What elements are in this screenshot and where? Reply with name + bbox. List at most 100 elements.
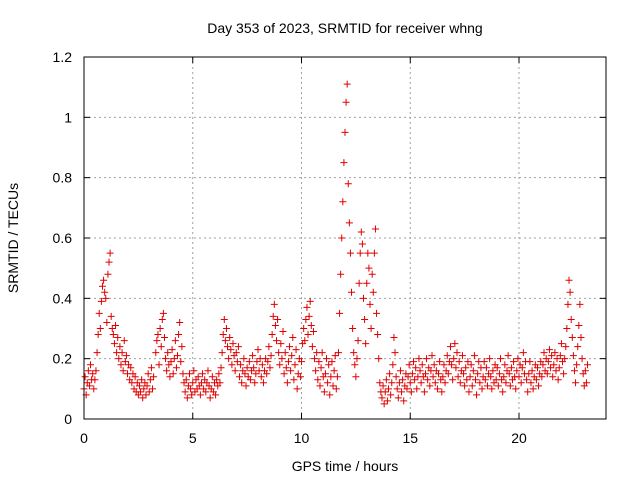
data-point <box>156 325 164 332</box>
data-point <box>385 385 392 393</box>
data-point <box>150 373 158 381</box>
data-point <box>332 385 340 393</box>
data-point <box>293 385 301 393</box>
data-point <box>568 334 576 342</box>
data-point <box>91 376 99 384</box>
data-point <box>388 379 396 387</box>
data-point <box>424 376 432 384</box>
data-point <box>456 379 464 387</box>
y-tick-label: 0 <box>64 411 72 427</box>
data-point <box>131 373 139 381</box>
data-point <box>529 385 537 393</box>
data-point <box>349 325 357 332</box>
data-point <box>216 379 224 387</box>
data-point <box>206 394 214 402</box>
data-point <box>378 394 386 402</box>
data-point <box>416 367 424 375</box>
data-point <box>316 382 324 390</box>
data-point <box>394 394 402 402</box>
data-point <box>95 309 103 317</box>
data-point <box>540 349 548 357</box>
data-point <box>254 346 262 354</box>
data-point <box>463 376 471 384</box>
data-point <box>406 379 414 387</box>
data-point <box>259 379 267 387</box>
data-point <box>497 355 505 363</box>
data-point <box>505 370 513 378</box>
data-point <box>250 364 258 372</box>
data-point <box>467 361 475 369</box>
data-point <box>518 364 526 372</box>
x-tick-label: 5 <box>189 430 197 446</box>
data-point <box>507 364 515 372</box>
data-point <box>253 358 261 366</box>
data-point <box>246 376 254 384</box>
data-point <box>506 382 514 390</box>
data-point <box>460 370 468 378</box>
data-point <box>175 331 183 339</box>
data-point <box>325 361 333 369</box>
data-point <box>452 364 460 372</box>
data-point <box>122 352 130 360</box>
data-point <box>495 370 503 378</box>
data-point <box>269 312 277 320</box>
data-point <box>137 388 145 396</box>
data-point <box>345 219 353 227</box>
data-point <box>277 340 285 348</box>
data-point <box>110 340 118 348</box>
data-point <box>404 373 412 381</box>
data-point <box>333 373 341 381</box>
data-point <box>145 388 153 396</box>
data-point <box>105 258 113 266</box>
data-point <box>142 391 150 399</box>
data-point <box>305 312 313 320</box>
data-point <box>336 309 344 317</box>
data-point <box>433 385 441 393</box>
data-point <box>473 391 481 399</box>
data-point <box>290 376 298 384</box>
data-point <box>300 325 308 332</box>
data-point <box>517 379 525 387</box>
data-point <box>446 343 454 351</box>
data-point <box>323 355 331 363</box>
data-point <box>265 343 273 351</box>
x-tick-label: 15 <box>402 430 418 446</box>
data-point <box>279 328 287 336</box>
data-point <box>101 288 109 296</box>
data-point <box>189 379 197 387</box>
data-point <box>393 385 401 393</box>
data-point <box>545 346 553 354</box>
data-point <box>526 358 534 366</box>
data-point <box>557 340 565 348</box>
data-point <box>327 373 335 381</box>
data-point <box>240 355 248 363</box>
data-point <box>450 355 458 363</box>
data-point <box>395 379 403 387</box>
data-point <box>418 361 426 369</box>
data-point <box>160 334 168 342</box>
data-point <box>245 358 253 366</box>
data-point <box>177 358 185 366</box>
data-point <box>146 376 154 384</box>
data-point <box>153 337 161 345</box>
data-point <box>231 367 239 375</box>
data-point <box>556 352 564 360</box>
data-point <box>544 358 552 366</box>
data-point <box>225 355 233 363</box>
x-tick-label: 0 <box>80 430 88 446</box>
data-point <box>351 361 359 369</box>
data-point <box>98 282 106 290</box>
data-point <box>364 249 372 257</box>
data-point <box>366 300 374 308</box>
data-point <box>551 349 559 357</box>
data-point <box>307 321 315 329</box>
data-point <box>436 358 444 366</box>
data-point <box>548 352 556 360</box>
data-point <box>368 270 376 278</box>
data-point <box>466 373 474 381</box>
data-point <box>118 349 126 357</box>
data-point <box>85 382 93 390</box>
data-point <box>561 355 569 363</box>
data-point <box>430 361 438 369</box>
data-point <box>547 364 555 372</box>
